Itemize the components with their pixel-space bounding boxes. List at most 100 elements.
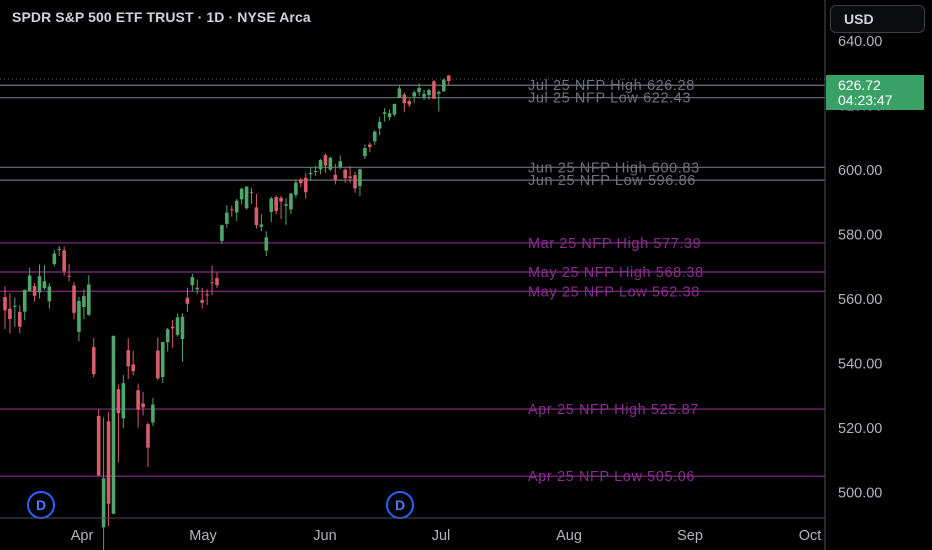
candle-body	[22, 289, 27, 312]
level-label: Jun 25 NFP High 600.83	[528, 160, 700, 176]
candle-apr-24	[160, 341, 165, 384]
candle-jun-24	[363, 144, 367, 160]
candle-mar-25	[57, 246, 62, 257]
candle-mar-19	[37, 264, 42, 299]
candle-body	[299, 179, 303, 184]
candle-body	[121, 383, 126, 419]
candle-apr-21	[146, 422, 150, 468]
candle-body	[136, 390, 140, 410]
level-label: May 25 NFP Low 562.38	[528, 284, 700, 300]
price-tick-label: 540.00	[838, 357, 882, 373]
candle-jul-10	[417, 83, 421, 96]
candle-body	[160, 341, 165, 378]
candle-mar-24	[52, 249, 57, 267]
candle-body	[210, 282, 214, 284]
candle-body	[27, 275, 32, 292]
candle-may-16	[239, 187, 244, 205]
candle-apr-22	[151, 398, 155, 427]
candle-jul-18	[446, 74, 451, 85]
candle-may-27	[269, 196, 274, 223]
candle-mar-10	[3, 286, 7, 329]
candle-jul-15	[432, 80, 436, 100]
dividend-label: D	[36, 497, 46, 513]
time-tick-label: Jul	[432, 528, 451, 544]
candle-mar-26	[62, 246, 66, 276]
candle-apr-25	[165, 328, 170, 352]
candle-body	[91, 347, 96, 375]
candle-may-13	[225, 205, 229, 228]
candle-body	[32, 286, 37, 296]
candle-mar-11	[8, 293, 12, 334]
candle-jun-5	[303, 173, 308, 199]
candle-body	[348, 176, 352, 179]
candle-body	[82, 296, 86, 308]
level-label: Jun 25 NFP Low 596.86	[528, 173, 696, 189]
bar-close-countdown: 04:23:47	[838, 92, 893, 108]
candle-may-28	[274, 195, 278, 215]
candle-jul-17	[441, 78, 446, 92]
candle-body	[402, 94, 407, 104]
candle-jun-17	[343, 168, 347, 183]
candle-apr-1	[82, 289, 86, 320]
candle-body	[200, 299, 204, 303]
candle-body	[175, 317, 180, 335]
candle-apr-15	[131, 350, 135, 376]
candle-jun-10	[318, 159, 323, 175]
candle-apr-8	[106, 412, 111, 527]
candle-body	[372, 131, 377, 142]
candle-body	[170, 326, 175, 329]
candle-body	[244, 186, 249, 209]
time-tick-label: Oct	[799, 528, 822, 544]
candle-body	[353, 175, 357, 189]
candle-body	[328, 157, 333, 170]
candle-body	[185, 297, 190, 304]
candle-body	[87, 284, 91, 315]
candle-mar-21	[47, 283, 52, 309]
candle-jul-16	[437, 90, 441, 112]
candle-body	[318, 160, 323, 170]
candle-body	[239, 188, 244, 200]
price-tick-label: 560.00	[838, 292, 882, 308]
candle-body	[249, 192, 254, 194]
price-tick-label: 640.00	[838, 34, 882, 50]
candle-may-7	[205, 289, 209, 306]
candle-body	[215, 278, 219, 286]
level-label: Mar 25 NFP High 577.39	[528, 236, 701, 252]
price-tick-label: 580.00	[838, 228, 882, 244]
candle-may-19	[244, 186, 249, 210]
price-tick-label: 520.00	[838, 421, 882, 437]
candle-may-12	[220, 224, 224, 244]
candle-jun-12	[328, 156, 333, 171]
candle-jun-30	[382, 108, 387, 122]
candle-body	[47, 286, 52, 302]
candle-mar-18	[32, 282, 37, 302]
candle-body	[96, 416, 101, 476]
candle-body	[279, 197, 283, 202]
candle-body	[259, 224, 264, 227]
candle-body	[62, 250, 66, 272]
candle-apr-29	[175, 313, 180, 337]
candle-jun-23	[358, 168, 362, 197]
last-price-badge: 626.72 04:23:47	[826, 75, 924, 110]
candle-may-6	[200, 287, 204, 309]
candle-body	[308, 172, 313, 175]
candle-body	[77, 300, 81, 332]
candle-body	[446, 75, 451, 81]
candle-body	[274, 197, 278, 211]
level-label: Apr 25 NFP High 525.87	[528, 402, 699, 418]
candle-apr-16	[136, 383, 140, 428]
currency-button[interactable]: USD	[830, 5, 925, 33]
candle-body	[382, 112, 387, 114]
candle-body	[264, 237, 269, 251]
price-tick-label: 500.00	[838, 486, 882, 502]
candle-body	[17, 311, 22, 327]
candle-may-29	[279, 195, 283, 220]
candle-body	[303, 177, 308, 193]
candle-jul-9	[412, 90, 416, 103]
candle-body	[101, 478, 106, 528]
candle-apr-28	[170, 319, 175, 349]
candle-jul-11	[422, 89, 426, 101]
candle-body	[422, 93, 426, 97]
candle-apr-10	[116, 384, 121, 463]
